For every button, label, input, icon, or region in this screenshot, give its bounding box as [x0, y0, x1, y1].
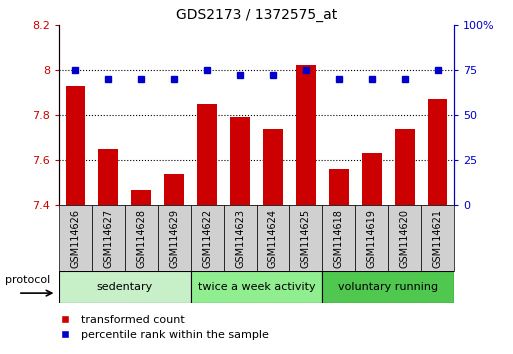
- Bar: [256, 205, 289, 271]
- Bar: [322, 205, 355, 271]
- Bar: [263, 129, 283, 205]
- Text: GSM114625: GSM114625: [301, 209, 311, 268]
- Bar: [230, 117, 250, 205]
- Bar: [66, 86, 85, 205]
- Bar: [125, 205, 158, 271]
- Text: GSM114622: GSM114622: [202, 209, 212, 268]
- Bar: [191, 205, 224, 271]
- Text: GSM114618: GSM114618: [334, 209, 344, 268]
- Text: voluntary running: voluntary running: [338, 282, 438, 292]
- Bar: [289, 205, 322, 271]
- Bar: [59, 205, 92, 271]
- Legend: transformed count, percentile rank within the sample: transformed count, percentile rank withi…: [54, 315, 269, 340]
- Bar: [388, 205, 421, 271]
- Bar: [421, 205, 454, 271]
- Bar: [296, 65, 315, 205]
- Text: GSM114623: GSM114623: [235, 209, 245, 268]
- Bar: [428, 99, 447, 205]
- Text: GSM114628: GSM114628: [136, 209, 146, 268]
- Text: GSM114626: GSM114626: [70, 209, 81, 268]
- Bar: [355, 205, 388, 271]
- Text: protocol: protocol: [5, 275, 50, 285]
- Text: GSM114627: GSM114627: [104, 209, 113, 268]
- Bar: [322, 271, 454, 303]
- Text: GSM114619: GSM114619: [367, 209, 377, 268]
- Bar: [224, 205, 256, 271]
- Text: GSM114629: GSM114629: [169, 209, 179, 268]
- Bar: [158, 205, 191, 271]
- Text: sedentary: sedentary: [97, 282, 153, 292]
- Bar: [394, 129, 415, 205]
- Bar: [164, 174, 184, 205]
- Text: GSM114624: GSM114624: [268, 209, 278, 268]
- Title: GDS2173 / 1372575_at: GDS2173 / 1372575_at: [176, 8, 337, 22]
- Bar: [197, 104, 217, 205]
- Text: twice a week activity: twice a week activity: [198, 282, 315, 292]
- Bar: [92, 205, 125, 271]
- Text: GSM114621: GSM114621: [432, 209, 443, 268]
- Bar: [329, 169, 349, 205]
- Bar: [131, 189, 151, 205]
- Bar: [362, 153, 382, 205]
- Bar: [98, 149, 118, 205]
- Bar: [191, 271, 322, 303]
- Bar: [59, 271, 191, 303]
- Text: GSM114620: GSM114620: [400, 209, 409, 268]
